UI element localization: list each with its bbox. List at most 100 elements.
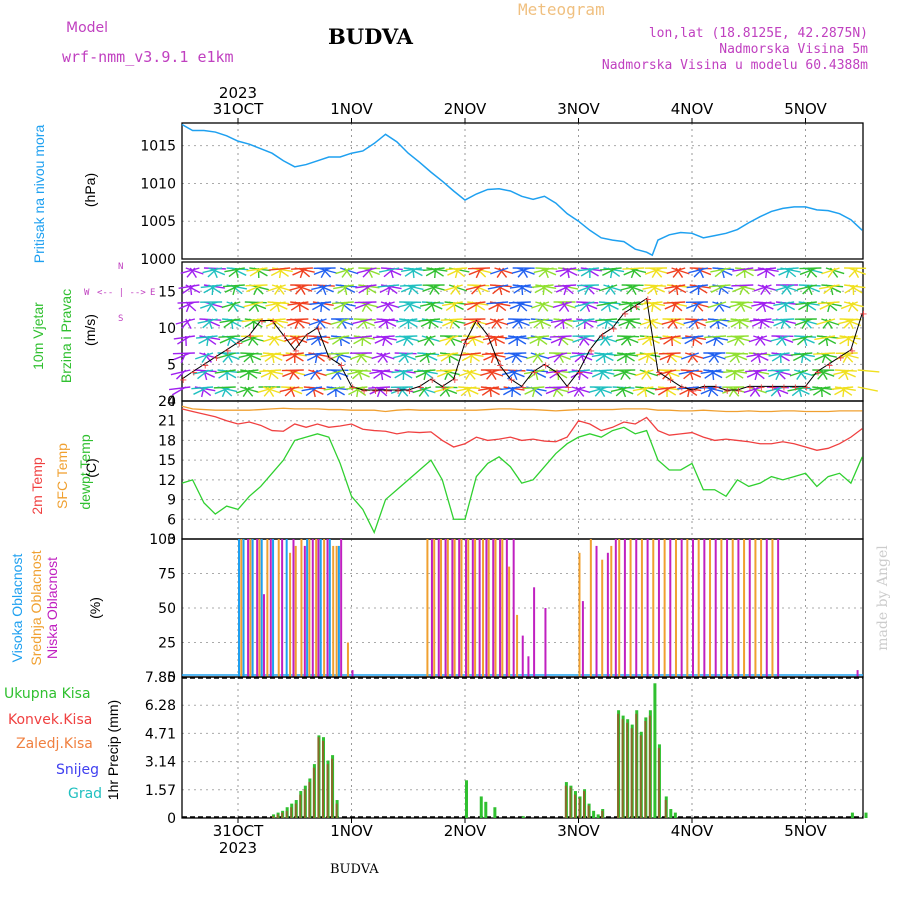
wind-barb [441, 301, 463, 307]
y-tick-label: 4.71 [145, 726, 176, 742]
wind-barb [778, 267, 795, 276]
wind-barb [545, 386, 563, 395]
wind-barb [301, 386, 323, 392]
wind-barb [662, 369, 680, 378]
mid-cloud-bar [709, 539, 712, 677]
wind-barb [516, 267, 535, 275]
wind-barb [734, 335, 745, 346]
wind-barb [418, 318, 441, 322]
wind-barb [218, 335, 241, 338]
wind-barb [726, 352, 748, 355]
wind-barb [203, 267, 226, 270]
wind-gust-marker: + [246, 331, 254, 342]
mid-cloud-bar [294, 545, 297, 677]
wind-barb [681, 352, 700, 360]
wind-barb [500, 386, 522, 391]
wind-barb [240, 386, 260, 393]
wind-barb [532, 284, 554, 288]
wind-barb [281, 369, 304, 372]
wind-barb [462, 386, 479, 395]
wind-barb [680, 369, 703, 373]
wind-barb [687, 386, 691, 398]
wind-barb [412, 386, 432, 394]
wind-barb [509, 301, 527, 310]
low-cloud-bar [351, 670, 354, 677]
wind-barb [285, 386, 303, 395]
wind-barb [831, 386, 854, 390]
y-tick-label: 24 [158, 394, 176, 410]
low-cloud-bar [269, 539, 272, 677]
wind-barb [507, 369, 525, 378]
wind-barb [848, 301, 859, 312]
conv-precip-bar [290, 807, 293, 818]
lonlat-label: lon,lat (18.8125E, 42.2875N) [648, 26, 868, 41]
wind-barb [199, 318, 222, 321]
wind-barb [787, 386, 808, 392]
wind-barb [677, 386, 699, 390]
wind-barb [707, 386, 719, 397]
wind-barb [403, 335, 414, 346]
wind-barb [534, 352, 544, 363]
wind-barb [819, 284, 840, 290]
conv-precip-bar [272, 816, 275, 818]
wind-barb [732, 267, 754, 272]
wind-barb [615, 335, 636, 342]
wind-barb [236, 369, 259, 373]
wind-barb [666, 352, 678, 363]
wind-barb [494, 267, 514, 275]
mid-cloud-bar [266, 539, 269, 677]
wind-barb [403, 301, 422, 309]
wind-barb [666, 267, 686, 275]
panel-frame [181, 676, 864, 819]
wind-gust-marker: + [428, 375, 436, 386]
wind-barb [857, 369, 880, 373]
wind-barb [249, 301, 267, 310]
total-precip-bar [669, 809, 673, 818]
low-cloud-bar [326, 539, 329, 677]
wind-barb [829, 267, 839, 278]
wind-gust-marker: + [326, 353, 334, 364]
mid-cloud-bar [771, 539, 774, 677]
wind-barb [754, 267, 777, 271]
wind-barb [246, 267, 268, 272]
wind-barb [729, 301, 749, 308]
wind-gust-marker: + [439, 382, 447, 393]
wind-barb [385, 267, 402, 276]
conv-precip-bar [583, 791, 586, 818]
wind-barb [369, 369, 391, 375]
wind-barb [292, 267, 309, 276]
wind-barb [172, 352, 195, 355]
low-cloud-bar [527, 656, 530, 677]
wind-barb [567, 386, 586, 394]
wind-barb [716, 301, 725, 312]
y-tick-label: 15 [158, 453, 176, 469]
wind-barb [798, 318, 818, 325]
wind-barb [398, 386, 409, 397]
wind-barb [399, 284, 422, 287]
wind-gust-marker: + [394, 386, 402, 397]
low-cloud-bar [623, 539, 626, 677]
low-cloud-bar [430, 539, 433, 677]
wind-barb [621, 369, 631, 380]
wind-barb [712, 301, 731, 309]
high-cloud-bar [238, 539, 240, 677]
wind-barb [757, 284, 777, 291]
wind-barb [354, 301, 373, 310]
wind-barb [260, 352, 282, 358]
wind-barb [530, 352, 550, 360]
mid-cloud-bar [482, 539, 485, 677]
wind-gust-marker: + [314, 324, 322, 335]
low-cloud-bar [256, 539, 259, 677]
wind-barb [648, 267, 668, 274]
wind-barb [421, 335, 441, 343]
wind-barb [323, 386, 345, 391]
wind-barb [816, 318, 836, 326]
conv-precip-bar [621, 719, 624, 818]
wind-barb [214, 369, 236, 374]
conv-precip-bar [285, 810, 288, 818]
wind-barb [730, 301, 753, 304]
wind-barb [214, 386, 232, 395]
wind-gust-marker: + [564, 382, 572, 393]
high-cloud-bar [285, 539, 288, 677]
wind-barb [843, 301, 864, 308]
